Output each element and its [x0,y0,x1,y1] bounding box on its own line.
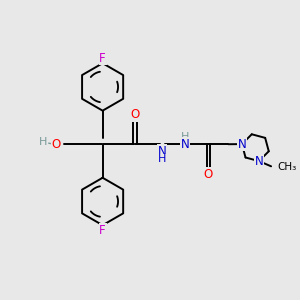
Text: O: O [204,167,213,181]
Text: F: F [99,52,106,64]
Text: CH₃: CH₃ [278,163,297,172]
Text: N: N [158,145,166,158]
Text: H: H [181,132,189,142]
Text: F: F [99,224,106,237]
Text: H: H [158,154,166,164]
Text: N: N [255,154,263,168]
Text: O: O [51,138,60,151]
Text: O: O [130,108,140,121]
Text: N: N [238,138,246,151]
Text: N: N [181,138,189,151]
Text: H: H [39,137,47,147]
